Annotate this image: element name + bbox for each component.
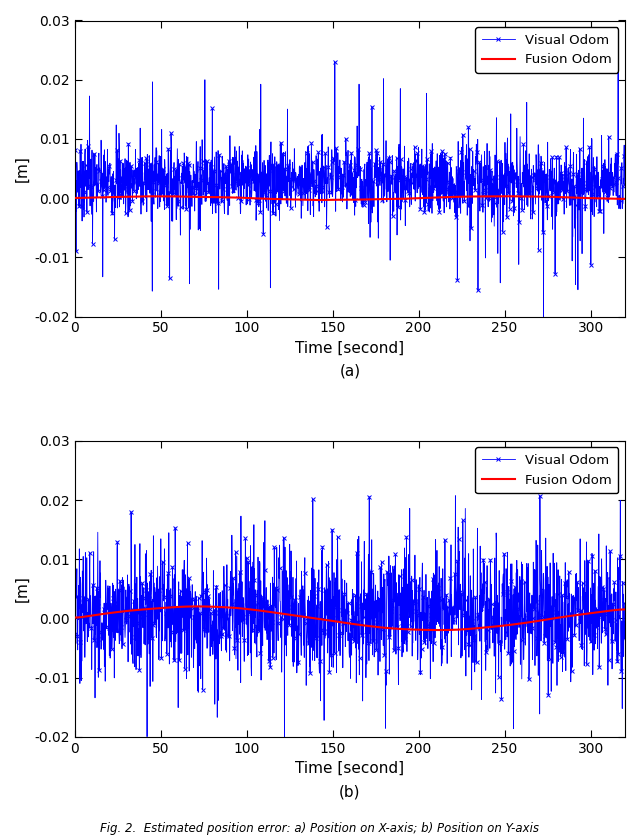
Visual Odom xyxy=(504,159,512,169)
Fusion Odom xyxy=(315,195,323,205)
Visual Odom xyxy=(71,145,79,155)
Fusion Odom xyxy=(436,625,444,635)
Fusion Odom xyxy=(99,609,107,619)
Visual Odom xyxy=(540,311,547,321)
X-axis label: Time [second]: Time [second] xyxy=(295,341,404,356)
Visual Odom xyxy=(605,188,613,198)
Fusion Odom xyxy=(339,618,346,628)
Fusion Odom xyxy=(99,192,107,202)
Visual Odom xyxy=(280,732,288,742)
Legend: Visual Odom, Fusion Odom: Visual Odom, Fusion Odom xyxy=(475,447,618,493)
Fusion Odom xyxy=(71,193,79,203)
X-axis label: Time [second]: Time [second] xyxy=(295,761,404,776)
Line: Fusion Odom: Fusion Odom xyxy=(75,607,625,630)
Fusion Odom xyxy=(505,620,513,630)
Line: Visual Odom: Visual Odom xyxy=(72,493,627,739)
Visual Odom xyxy=(605,192,613,202)
Visual Odom xyxy=(621,179,629,189)
Visual Odom xyxy=(504,649,512,659)
Fusion Odom xyxy=(605,194,613,204)
Visual Odom xyxy=(605,575,613,585)
Visual Odom xyxy=(536,491,544,501)
Y-axis label: [m]: [m] xyxy=(15,155,30,182)
Visual Odom xyxy=(99,630,107,640)
Visual Odom xyxy=(339,176,346,186)
Text: Fig. 2.  Estimated position error: a) Position on X-axis; b) Position on Y-axis: Fig. 2. Estimated position error: a) Pos… xyxy=(100,822,540,835)
Visual Odom xyxy=(614,34,622,44)
Visual Odom xyxy=(99,272,107,282)
Y-axis label: [m]: [m] xyxy=(15,576,30,602)
Fusion Odom xyxy=(339,195,346,205)
Fusion Odom xyxy=(505,191,513,201)
Fusion Odom xyxy=(605,606,613,616)
Legend: Visual Odom, Fusion Odom: Visual Odom, Fusion Odom xyxy=(475,27,618,73)
Fusion Odom xyxy=(621,604,629,614)
Visual Odom xyxy=(605,618,613,628)
Visual Odom xyxy=(324,626,332,636)
Text: (b): (b) xyxy=(339,784,360,800)
Fusion Odom xyxy=(605,194,613,204)
Fusion Odom xyxy=(621,194,629,204)
Fusion Odom xyxy=(605,606,613,616)
Line: Visual Odom: Visual Odom xyxy=(72,36,627,319)
Visual Odom xyxy=(621,635,629,645)
Fusion Odom xyxy=(71,612,79,623)
Text: (a): (a) xyxy=(339,364,360,379)
Fusion Odom xyxy=(495,191,502,201)
Visual Odom xyxy=(339,586,346,597)
Fusion Odom xyxy=(324,195,332,205)
Fusion Odom xyxy=(193,602,201,612)
Visual Odom xyxy=(71,628,79,638)
Fusion Odom xyxy=(324,615,332,625)
Line: Fusion Odom: Fusion Odom xyxy=(75,196,625,200)
Visual Odom xyxy=(324,179,332,189)
